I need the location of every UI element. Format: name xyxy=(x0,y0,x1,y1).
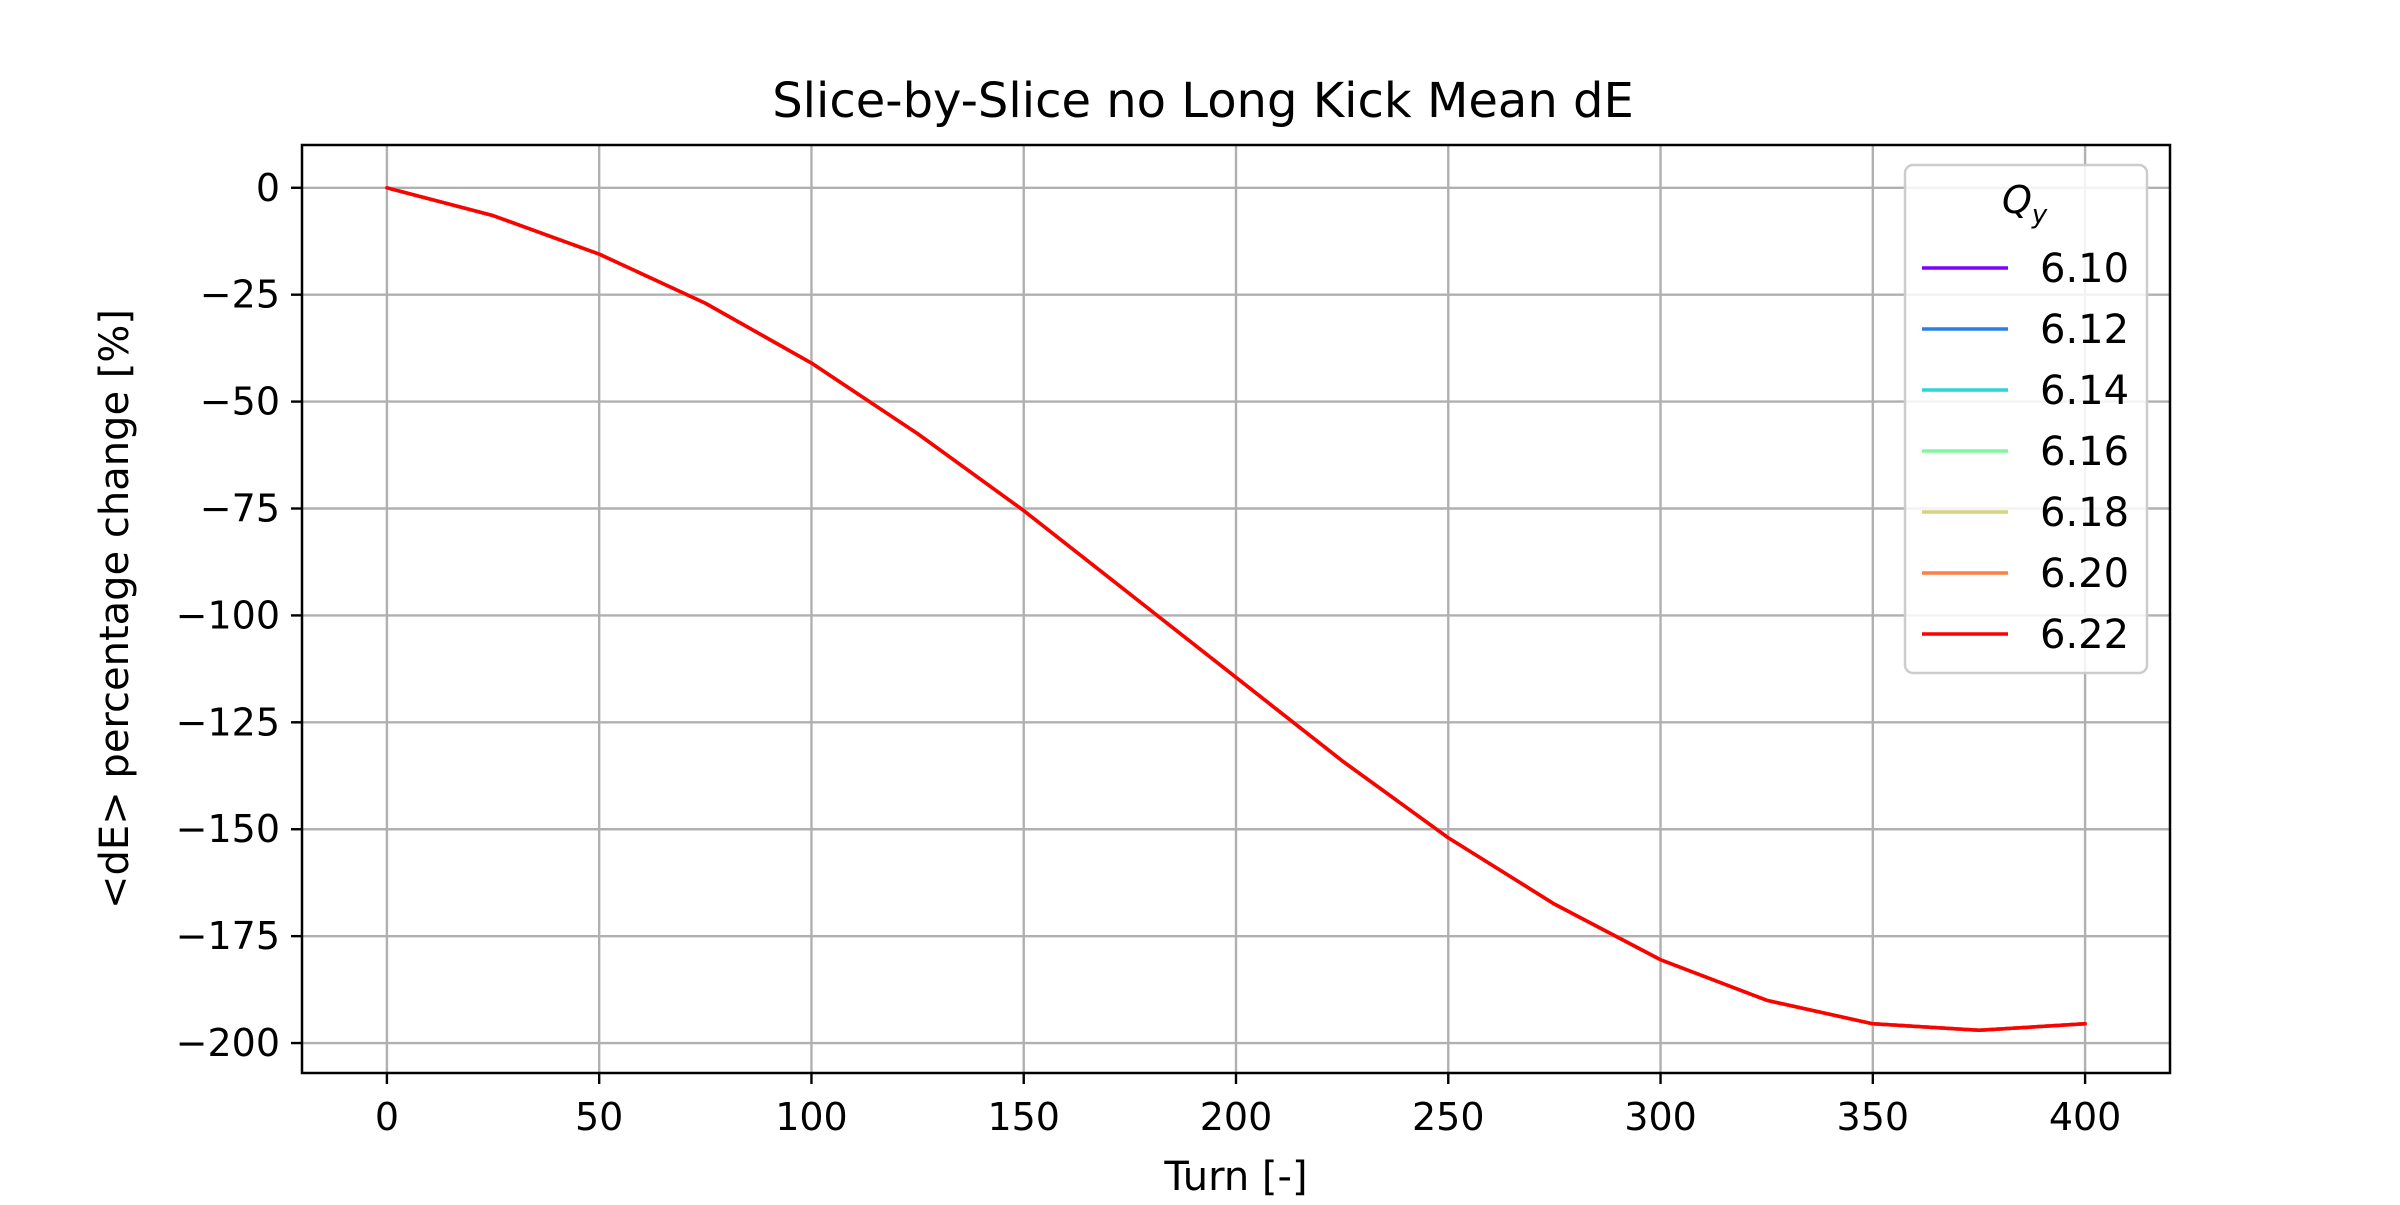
series-line-6-22 xyxy=(385,186,2087,1032)
legend-title-subscript: y xyxy=(2031,200,2048,230)
x-tick-label: 150 xyxy=(987,1095,1060,1139)
x-tick-label: 300 xyxy=(1624,1095,1697,1139)
y-tick-label: −100 xyxy=(176,593,280,637)
legend-label: 6.22 xyxy=(2040,612,2129,658)
legend-label: 6.10 xyxy=(2040,246,2129,292)
legend-label: 6.14 xyxy=(2040,368,2129,414)
x-tick-label: 250 xyxy=(1412,1095,1485,1139)
y-ticks: 0 −25 −50 −75 −100 −125 −150 −175 −200 xyxy=(176,166,302,1065)
y-tick-label: −75 xyxy=(200,487,280,531)
y-tick-label: −50 xyxy=(200,380,280,424)
y-axis-label: <dE> percentage change [%] xyxy=(92,309,138,909)
legend-title-main: Q xyxy=(2002,178,2032,222)
x-tick-label: 200 xyxy=(1200,1095,1273,1139)
legend: Qy 6.10 6.12 6.14 6.16 6.18 6.20 6.22 xyxy=(1903,163,2149,675)
y-tick-label: −175 xyxy=(176,914,280,958)
y-tick-label: −25 xyxy=(200,273,280,317)
y-tick-label: 0 xyxy=(256,166,280,210)
legend-label: 6.18 xyxy=(2040,490,2129,536)
legend-title: Qy xyxy=(2002,178,2048,230)
x-tick-label: 50 xyxy=(575,1095,623,1139)
x-axis-label: Turn [-] xyxy=(1163,1154,1307,1200)
legend-label: 6.16 xyxy=(2040,429,2129,475)
y-tick-label: −200 xyxy=(176,1021,280,1065)
y-tick-label: −150 xyxy=(176,807,280,851)
x-ticks: 0 50 100 150 200 250 300 350 400 xyxy=(375,1073,2122,1139)
legend-label: 6.20 xyxy=(2040,551,2129,597)
series-lines xyxy=(385,186,2087,1032)
legend-box xyxy=(1903,163,2149,675)
x-tick-label: 100 xyxy=(775,1095,848,1139)
x-tick-label: 350 xyxy=(1837,1095,1910,1139)
x-tick-label: 0 xyxy=(375,1095,399,1139)
chart-title: Slice-by-Slice no Long Kick Mean dE xyxy=(772,73,1634,129)
y-tick-label: −125 xyxy=(176,700,280,744)
x-tick-label: 400 xyxy=(2049,1095,2122,1139)
legend-label: 6.12 xyxy=(2040,307,2129,353)
